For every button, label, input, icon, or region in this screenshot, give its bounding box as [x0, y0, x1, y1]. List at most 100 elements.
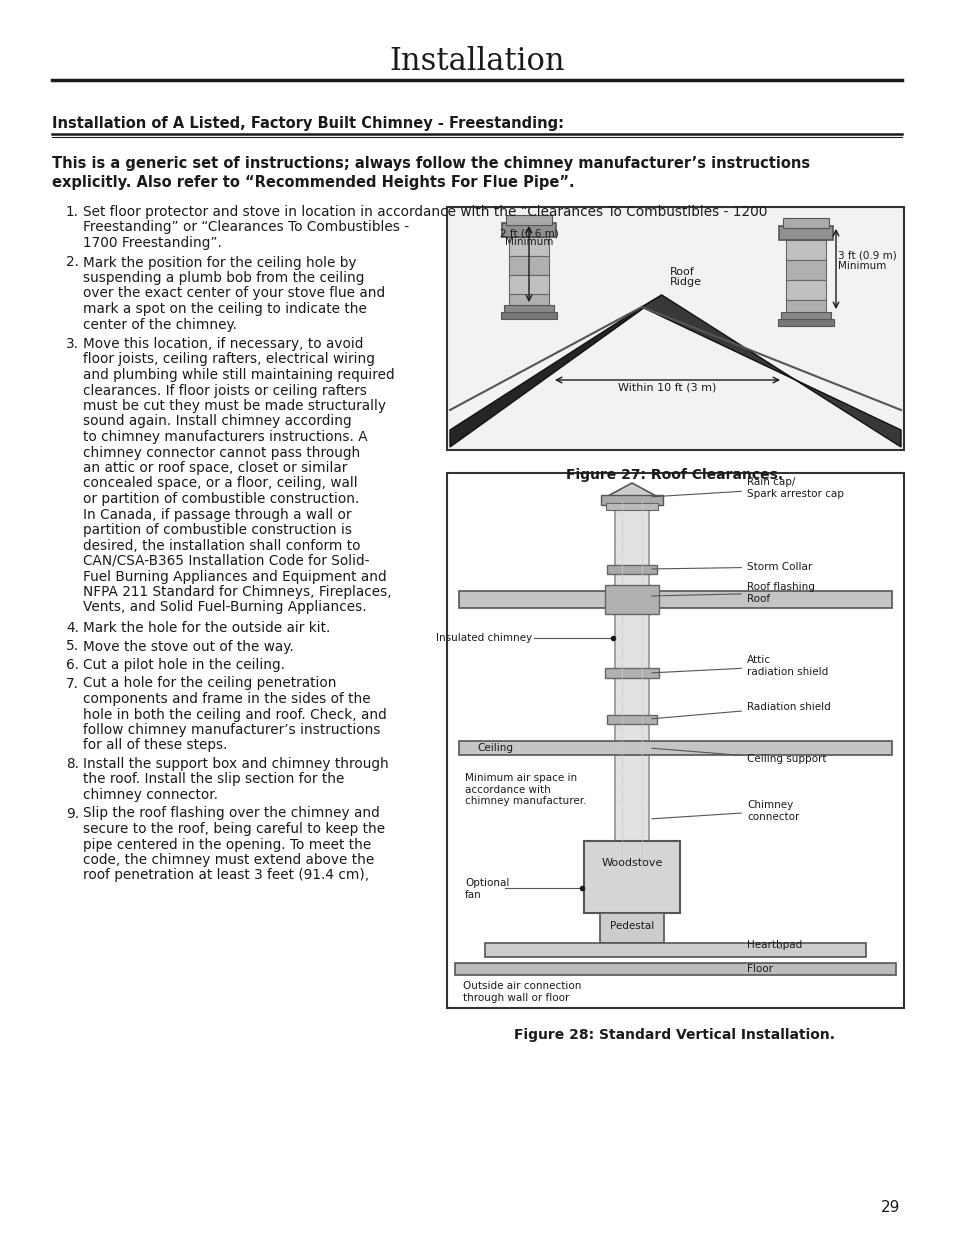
- Text: Hearthpad: Hearthpad: [746, 940, 801, 950]
- Text: Cut a pilot hole in the ceiling.: Cut a pilot hole in the ceiling.: [83, 658, 285, 672]
- Text: Vents, and Solid Fuel-Burning Appliances.: Vents, and Solid Fuel-Burning Appliances…: [83, 600, 366, 615]
- Text: Ceiling support: Ceiling support: [651, 748, 825, 764]
- Text: Minimum air space in
accordance with
chimney manufacturer.: Minimum air space in accordance with chi…: [464, 773, 586, 806]
- Text: Minimum: Minimum: [837, 261, 885, 270]
- Bar: [785, 261, 825, 280]
- Bar: [605, 503, 658, 510]
- Text: Freestanding” or “Clearances To Combustibles -: Freestanding” or “Clearances To Combusti…: [83, 221, 409, 235]
- Text: Cut a hole for the ceiling penetration: Cut a hole for the ceiling penetration: [83, 677, 336, 690]
- Text: 5.: 5.: [66, 640, 79, 653]
- Text: Roof: Roof: [669, 267, 694, 277]
- Text: Move this location, if necessary, to avoid: Move this location, if necessary, to avo…: [83, 337, 363, 351]
- Text: Figure 27: Roof Clearances.: Figure 27: Roof Clearances.: [566, 468, 782, 482]
- Bar: [509, 237, 548, 256]
- Bar: [505, 215, 552, 225]
- Text: desired, the installation shall conform to: desired, the installation shall conform …: [83, 538, 360, 552]
- Text: components and frame in the sides of the: components and frame in the sides of the: [83, 692, 370, 706]
- Bar: [500, 312, 557, 319]
- Text: to chimney manufacturers instructions. A: to chimney manufacturers instructions. A: [83, 430, 367, 445]
- Text: 7.: 7.: [66, 677, 79, 690]
- Text: mark a spot on the ceiling to indicate the: mark a spot on the ceiling to indicate t…: [83, 303, 367, 316]
- Text: explicitly. Also refer to “Recommended Heights For Flue Pipe”.: explicitly. Also refer to “Recommended H…: [52, 175, 574, 190]
- Text: floor joists, ceiling rafters, electrical wiring: floor joists, ceiling rafters, electrica…: [83, 352, 375, 367]
- Text: Pedestal: Pedestal: [609, 921, 654, 931]
- Text: Set floor protector and stove in location in accordance with the “Clearances To : Set floor protector and stove in locatio…: [83, 205, 766, 219]
- Bar: [501, 224, 556, 237]
- Text: sound again. Install chimney according: sound again. Install chimney according: [83, 415, 352, 429]
- Text: secure to the roof, being careful to keep the: secure to the roof, being careful to kee…: [83, 823, 385, 836]
- Bar: [615, 501, 648, 863]
- Text: Outside air connection
through wall or floor: Outside air connection through wall or f…: [462, 981, 580, 1003]
- Bar: [778, 319, 833, 326]
- Text: 1700 Freestanding”.: 1700 Freestanding”.: [83, 236, 222, 249]
- Text: 3 ft (0.9 m): 3 ft (0.9 m): [837, 251, 896, 261]
- Text: code, the chimney must extend above the: code, the chimney must extend above the: [83, 853, 374, 867]
- Bar: [509, 275, 548, 294]
- Bar: [604, 585, 659, 614]
- Bar: [503, 305, 554, 314]
- Text: Woodstove: Woodstove: [600, 858, 662, 868]
- Text: roof penetration at least 3 feet (91.4 cm),: roof penetration at least 3 feet (91.4 c…: [83, 868, 369, 883]
- Text: 3.: 3.: [66, 337, 79, 351]
- Text: an attic or roof space, closet or similar: an attic or roof space, closet or simila…: [83, 461, 347, 475]
- Text: Floor: Floor: [746, 965, 772, 974]
- Text: Slip the roof flashing over the chimney and: Slip the roof flashing over the chimney …: [83, 806, 379, 820]
- Text: chimney connector cannot pass through: chimney connector cannot pass through: [83, 446, 360, 459]
- Text: 29: 29: [880, 1200, 899, 1215]
- Text: NFPA 211 Standard for Chimneys, Fireplaces,: NFPA 211 Standard for Chimneys, Fireplac…: [83, 585, 392, 599]
- Text: center of the chimney.: center of the chimney.: [83, 317, 236, 331]
- Bar: [606, 715, 657, 724]
- Bar: [447, 207, 903, 450]
- Text: pipe centered in the opening. To meet the: pipe centered in the opening. To meet th…: [83, 837, 371, 851]
- Text: Optional
fan: Optional fan: [464, 878, 509, 899]
- Text: for all of these steps.: for all of these steps.: [83, 739, 227, 752]
- Text: hole in both the ceiling and roof. Check, and: hole in both the ceiling and roof. Check…: [83, 708, 386, 721]
- Text: Storm Collar: Storm Collar: [651, 562, 811, 572]
- Polygon shape: [641, 295, 900, 447]
- Text: 6.: 6.: [66, 658, 79, 672]
- Polygon shape: [605, 483, 658, 496]
- Bar: [458, 741, 891, 755]
- Text: and plumbing while still maintaining required: and plumbing while still maintaining req…: [83, 368, 395, 382]
- Text: 4.: 4.: [66, 621, 79, 635]
- Text: or partition of combustible construction.: or partition of combustible construction…: [83, 492, 359, 506]
- Text: clearances. If floor joists or ceiling rafters: clearances. If floor joists or ceiling r…: [83, 384, 367, 398]
- Text: Attic
radiation shield: Attic radiation shield: [651, 656, 827, 677]
- Bar: [583, 841, 679, 913]
- Bar: [447, 473, 903, 1008]
- Text: Ceiling: Ceiling: [476, 743, 513, 753]
- Text: In Canada, if passage through a wall or: In Canada, if passage through a wall or: [83, 508, 351, 521]
- Text: 2.: 2.: [66, 256, 79, 269]
- Text: CAN/CSA-B365 Installation Code for Solid-: CAN/CSA-B365 Installation Code for Solid…: [83, 555, 369, 568]
- Text: Fuel Burning Appliances and Equipment and: Fuel Burning Appliances and Equipment an…: [83, 569, 386, 583]
- Text: concealed space, or a floor, ceiling, wall: concealed space, or a floor, ceiling, wa…: [83, 477, 357, 490]
- Bar: [782, 219, 828, 228]
- Text: Within 10 ft (3 m): Within 10 ft (3 m): [618, 382, 716, 391]
- Bar: [509, 256, 548, 275]
- Text: chimney connector.: chimney connector.: [83, 788, 218, 802]
- Text: 8.: 8.: [66, 757, 79, 771]
- Text: Roof flashing
Roof: Roof flashing Roof: [651, 582, 814, 604]
- Text: suspending a plumb bob from the ceiling: suspending a plumb bob from the ceiling: [83, 270, 364, 285]
- Text: Minimum: Minimum: [504, 237, 553, 247]
- Text: Ridge: Ridge: [669, 277, 701, 287]
- Bar: [785, 240, 825, 261]
- Text: 2 ft (0.6 m): 2 ft (0.6 m): [499, 228, 558, 238]
- Text: Move the stove out of the way.: Move the stove out of the way.: [83, 640, 294, 653]
- Bar: [785, 280, 825, 300]
- Bar: [509, 294, 548, 312]
- Text: Insulated chimney: Insulated chimney: [436, 634, 532, 643]
- Bar: [604, 668, 659, 678]
- Bar: [785, 300, 825, 320]
- Text: Mark the position for the ceiling hole by: Mark the position for the ceiling hole b…: [83, 256, 356, 269]
- Text: over the exact center of your stove flue and: over the exact center of your stove flue…: [83, 287, 385, 300]
- Text: partition of combustible construction is: partition of combustible construction is: [83, 522, 352, 537]
- Text: Installation: Installation: [389, 47, 564, 78]
- Text: Mark the hole for the outside air kit.: Mark the hole for the outside air kit.: [83, 621, 330, 635]
- Text: Install the support box and chimney through: Install the support box and chimney thro…: [83, 757, 388, 771]
- Text: 1.: 1.: [66, 205, 79, 219]
- Text: Figure 28: Standard Vertical Installation.: Figure 28: Standard Vertical Installatio…: [514, 1028, 835, 1042]
- Text: Installation of A Listed, Factory Built Chimney - Freestanding:: Installation of A Listed, Factory Built …: [52, 116, 563, 131]
- Text: must be cut they must be made structurally: must be cut they must be made structural…: [83, 399, 386, 412]
- Bar: [599, 913, 663, 944]
